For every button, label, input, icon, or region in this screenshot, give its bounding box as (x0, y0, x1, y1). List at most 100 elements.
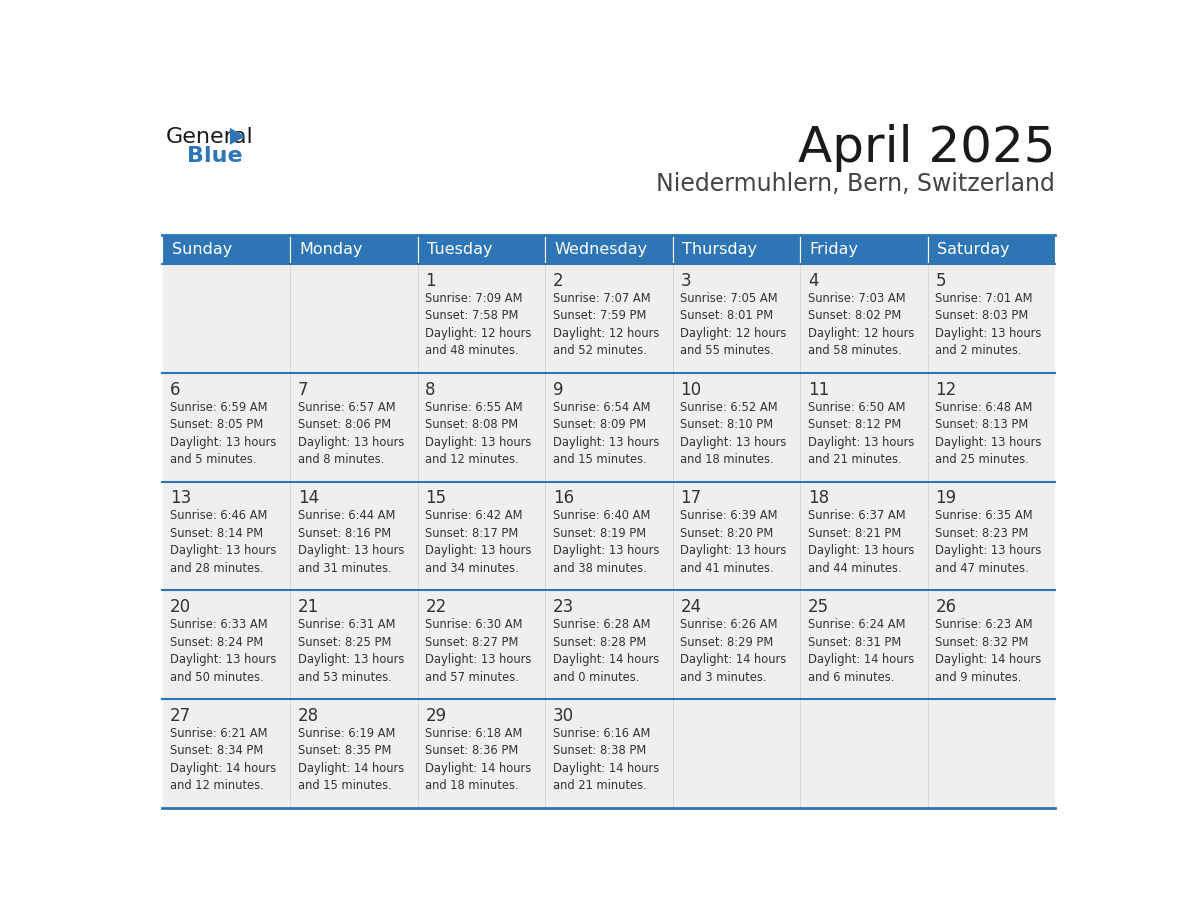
Bar (290, 373, 417, 482)
Text: 26: 26 (935, 598, 956, 616)
Bar (163, 482, 290, 590)
Bar (672, 264, 801, 373)
Text: Sunrise: 6:18 AM
Sunset: 8:36 PM
Daylight: 14 hours
and 18 minutes.: Sunrise: 6:18 AM Sunset: 8:36 PM Dayligh… (425, 727, 531, 792)
Bar (163, 590, 290, 699)
Bar (928, 482, 1055, 590)
Bar (928, 590, 1055, 699)
Polygon shape (229, 128, 246, 145)
Bar (163, 235, 290, 264)
Text: Sunrise: 6:57 AM
Sunset: 8:06 PM
Daylight: 13 hours
and 8 minutes.: Sunrise: 6:57 AM Sunset: 8:06 PM Dayligh… (298, 400, 404, 466)
Text: Sunrise: 6:39 AM
Sunset: 8:20 PM
Daylight: 13 hours
and 41 minutes.: Sunrise: 6:39 AM Sunset: 8:20 PM Dayligh… (681, 509, 786, 575)
Text: Sunrise: 6:55 AM
Sunset: 8:08 PM
Daylight: 13 hours
and 12 minutes.: Sunrise: 6:55 AM Sunset: 8:08 PM Dayligh… (425, 400, 532, 466)
Bar (290, 590, 417, 699)
Text: Sunrise: 6:54 AM
Sunset: 8:09 PM
Daylight: 13 hours
and 15 minutes.: Sunrise: 6:54 AM Sunset: 8:09 PM Dayligh… (552, 400, 659, 466)
Text: Sunrise: 6:48 AM
Sunset: 8:13 PM
Daylight: 13 hours
and 25 minutes.: Sunrise: 6:48 AM Sunset: 8:13 PM Dayligh… (935, 400, 1042, 466)
Text: Sunrise: 6:24 AM
Sunset: 8:31 PM
Daylight: 14 hours
and 6 minutes.: Sunrise: 6:24 AM Sunset: 8:31 PM Dayligh… (808, 618, 914, 684)
Text: 27: 27 (170, 707, 191, 724)
Text: Sunrise: 7:05 AM
Sunset: 8:01 PM
Daylight: 12 hours
and 55 minutes.: Sunrise: 7:05 AM Sunset: 8:01 PM Dayligh… (681, 292, 786, 357)
Text: Sunrise: 6:40 AM
Sunset: 8:19 PM
Daylight: 13 hours
and 38 minutes.: Sunrise: 6:40 AM Sunset: 8:19 PM Dayligh… (552, 509, 659, 575)
Bar (163, 264, 290, 373)
Bar (417, 699, 545, 808)
Text: 3: 3 (681, 272, 691, 290)
Text: 20: 20 (170, 598, 191, 616)
Text: Sunrise: 6:50 AM
Sunset: 8:12 PM
Daylight: 13 hours
and 21 minutes.: Sunrise: 6:50 AM Sunset: 8:12 PM Dayligh… (808, 400, 915, 466)
Text: April 2025: April 2025 (798, 124, 1055, 172)
Text: 4: 4 (808, 272, 819, 290)
Bar (672, 373, 801, 482)
Bar (290, 482, 417, 590)
Text: Sunrise: 6:59 AM
Sunset: 8:05 PM
Daylight: 13 hours
and 5 minutes.: Sunrise: 6:59 AM Sunset: 8:05 PM Dayligh… (170, 400, 277, 466)
Bar (928, 373, 1055, 482)
Bar (801, 482, 928, 590)
Bar (417, 482, 545, 590)
Text: Sunday: Sunday (172, 242, 232, 257)
Text: 9: 9 (552, 381, 563, 398)
Text: Niedermuhlern, Bern, Switzerland: Niedermuhlern, Bern, Switzerland (657, 172, 1055, 196)
Bar (672, 699, 801, 808)
Text: Sunrise: 6:26 AM
Sunset: 8:29 PM
Daylight: 14 hours
and 3 minutes.: Sunrise: 6:26 AM Sunset: 8:29 PM Dayligh… (681, 618, 786, 684)
Bar (545, 482, 672, 590)
Text: 22: 22 (425, 598, 447, 616)
Text: Sunrise: 6:44 AM
Sunset: 8:16 PM
Daylight: 13 hours
and 31 minutes.: Sunrise: 6:44 AM Sunset: 8:16 PM Dayligh… (298, 509, 404, 575)
Text: Sunrise: 6:19 AM
Sunset: 8:35 PM
Daylight: 14 hours
and 15 minutes.: Sunrise: 6:19 AM Sunset: 8:35 PM Dayligh… (298, 727, 404, 792)
Text: 6: 6 (170, 381, 181, 398)
Text: Sunrise: 6:21 AM
Sunset: 8:34 PM
Daylight: 14 hours
and 12 minutes.: Sunrise: 6:21 AM Sunset: 8:34 PM Dayligh… (170, 727, 277, 792)
Text: 19: 19 (935, 489, 956, 508)
Text: Thursday: Thursday (682, 242, 757, 257)
Text: 18: 18 (808, 489, 829, 508)
Bar (928, 699, 1055, 808)
Text: 2: 2 (552, 272, 563, 290)
Text: Sunrise: 6:42 AM
Sunset: 8:17 PM
Daylight: 13 hours
and 34 minutes.: Sunrise: 6:42 AM Sunset: 8:17 PM Dayligh… (425, 509, 532, 575)
Bar (545, 590, 672, 699)
Text: Sunrise: 7:09 AM
Sunset: 7:58 PM
Daylight: 12 hours
and 48 minutes.: Sunrise: 7:09 AM Sunset: 7:58 PM Dayligh… (425, 292, 532, 357)
Text: Sunrise: 7:01 AM
Sunset: 8:03 PM
Daylight: 13 hours
and 2 minutes.: Sunrise: 7:01 AM Sunset: 8:03 PM Dayligh… (935, 292, 1042, 357)
Bar (801, 235, 928, 264)
Text: 29: 29 (425, 707, 447, 724)
Text: 30: 30 (552, 707, 574, 724)
Text: 28: 28 (298, 707, 318, 724)
Text: 7: 7 (298, 381, 308, 398)
Text: Sunrise: 6:30 AM
Sunset: 8:27 PM
Daylight: 13 hours
and 57 minutes.: Sunrise: 6:30 AM Sunset: 8:27 PM Dayligh… (425, 618, 532, 684)
Bar (290, 699, 417, 808)
Text: Monday: Monday (299, 242, 362, 257)
Text: Sunrise: 6:46 AM
Sunset: 8:14 PM
Daylight: 13 hours
and 28 minutes.: Sunrise: 6:46 AM Sunset: 8:14 PM Dayligh… (170, 509, 277, 575)
Bar (672, 482, 801, 590)
Bar (928, 235, 1055, 264)
Text: 23: 23 (552, 598, 574, 616)
Bar (801, 590, 928, 699)
Text: 1: 1 (425, 272, 436, 290)
Text: 5: 5 (935, 272, 946, 290)
Text: Wednesday: Wednesday (555, 242, 647, 257)
Bar (672, 590, 801, 699)
Text: 8: 8 (425, 381, 436, 398)
Text: 24: 24 (681, 598, 701, 616)
Text: Sunrise: 7:03 AM
Sunset: 8:02 PM
Daylight: 12 hours
and 58 minutes.: Sunrise: 7:03 AM Sunset: 8:02 PM Dayligh… (808, 292, 915, 357)
Text: Sunrise: 6:31 AM
Sunset: 8:25 PM
Daylight: 13 hours
and 53 minutes.: Sunrise: 6:31 AM Sunset: 8:25 PM Dayligh… (298, 618, 404, 684)
Text: 25: 25 (808, 598, 829, 616)
Bar (417, 590, 545, 699)
Bar (672, 235, 801, 264)
Text: Sunrise: 6:28 AM
Sunset: 8:28 PM
Daylight: 14 hours
and 0 minutes.: Sunrise: 6:28 AM Sunset: 8:28 PM Dayligh… (552, 618, 659, 684)
Bar (545, 235, 672, 264)
Text: 15: 15 (425, 489, 447, 508)
Text: Sunrise: 6:33 AM
Sunset: 8:24 PM
Daylight: 13 hours
and 50 minutes.: Sunrise: 6:33 AM Sunset: 8:24 PM Dayligh… (170, 618, 277, 684)
Bar (545, 373, 672, 482)
Text: 10: 10 (681, 381, 701, 398)
Text: Sunrise: 6:16 AM
Sunset: 8:38 PM
Daylight: 14 hours
and 21 minutes.: Sunrise: 6:16 AM Sunset: 8:38 PM Dayligh… (552, 727, 659, 792)
Bar (290, 264, 417, 373)
Text: 16: 16 (552, 489, 574, 508)
Bar (417, 264, 545, 373)
Text: 21: 21 (298, 598, 320, 616)
Bar (545, 699, 672, 808)
Text: 11: 11 (808, 381, 829, 398)
Text: 14: 14 (298, 489, 318, 508)
Text: Sunrise: 6:37 AM
Sunset: 8:21 PM
Daylight: 13 hours
and 44 minutes.: Sunrise: 6:37 AM Sunset: 8:21 PM Dayligh… (808, 509, 915, 575)
Bar (801, 699, 928, 808)
Bar (545, 264, 672, 373)
Text: Tuesday: Tuesday (426, 242, 492, 257)
Text: Sunrise: 6:52 AM
Sunset: 8:10 PM
Daylight: 13 hours
and 18 minutes.: Sunrise: 6:52 AM Sunset: 8:10 PM Dayligh… (681, 400, 786, 466)
Text: Saturday: Saturday (937, 242, 1010, 257)
Text: 12: 12 (935, 381, 956, 398)
Text: Sunrise: 6:23 AM
Sunset: 8:32 PM
Daylight: 14 hours
and 9 minutes.: Sunrise: 6:23 AM Sunset: 8:32 PM Dayligh… (935, 618, 1042, 684)
Text: General: General (165, 127, 253, 147)
